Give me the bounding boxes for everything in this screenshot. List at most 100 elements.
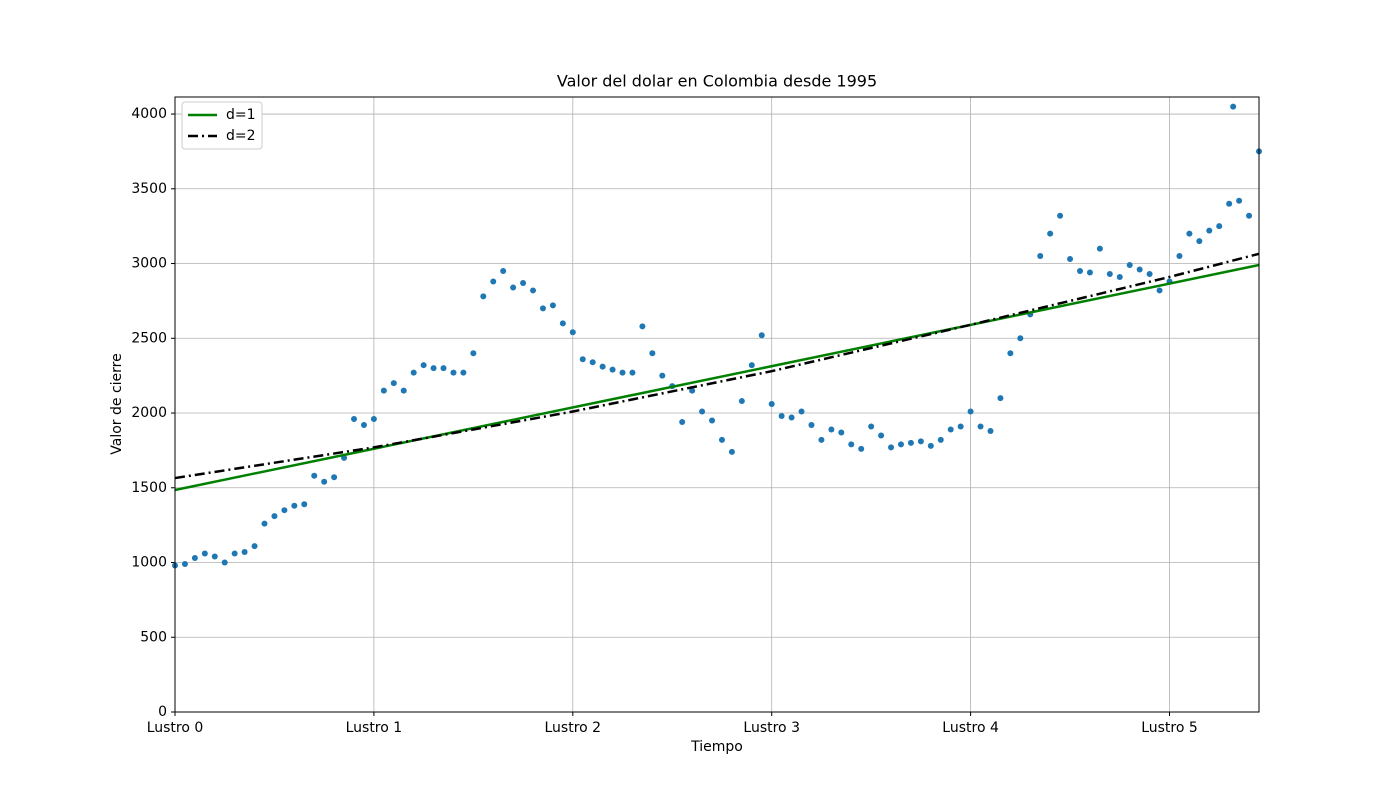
- data-point: [251, 543, 258, 550]
- data-point: [510, 284, 517, 291]
- data-point: [1037, 253, 1044, 260]
- data-point: [977, 423, 984, 430]
- data-point: [1216, 223, 1223, 230]
- x-tick-label: Lustro 1: [346, 720, 403, 736]
- data-point: [1146, 270, 1153, 277]
- y-tick-label: 4000: [131, 106, 167, 122]
- data-point: [957, 423, 964, 430]
- data-point: [450, 369, 457, 376]
- data-point: [798, 408, 805, 415]
- y-tick-label: 3000: [131, 256, 167, 272]
- data-point: [1096, 245, 1103, 252]
- data-point: [181, 561, 188, 568]
- data-point: [947, 426, 954, 433]
- data-point: [728, 448, 735, 455]
- data-point: [997, 395, 1004, 402]
- data-point: [629, 369, 636, 376]
- data-point: [768, 401, 775, 408]
- data-point: [480, 293, 487, 300]
- data-point: [619, 369, 626, 376]
- data-point: [748, 362, 755, 369]
- data-point: [907, 439, 914, 446]
- data-point: [500, 268, 507, 275]
- data-point: [778, 413, 785, 420]
- data-point: [599, 363, 606, 370]
- data-point: [1246, 212, 1253, 219]
- data-point: [718, 436, 725, 443]
- data-point: [738, 398, 745, 405]
- data-point: [321, 478, 328, 485]
- y-tick-label: 2000: [131, 405, 167, 421]
- data-point: [917, 438, 924, 445]
- data-point: [201, 550, 208, 557]
- data-point: [549, 302, 556, 309]
- data-point: [1206, 227, 1213, 234]
- data-point: [331, 474, 338, 481]
- data-point: [649, 350, 656, 357]
- data-point: [1186, 230, 1193, 237]
- data-point: [1236, 197, 1243, 204]
- data-point: [699, 408, 706, 415]
- data-point: [1057, 212, 1064, 219]
- data-point: [191, 555, 198, 562]
- data-point: [927, 442, 934, 449]
- x-tick-label: Lustro 4: [942, 720, 999, 736]
- data-point: [400, 387, 407, 394]
- data-point: [878, 432, 885, 439]
- data-point: [897, 441, 904, 448]
- fit-line: [174, 252, 1260, 480]
- data-point: [241, 549, 248, 556]
- data-point: [1156, 287, 1163, 294]
- data-point: [211, 553, 218, 560]
- data-point: [380, 387, 387, 394]
- y-tick-label: 3500: [131, 181, 167, 197]
- data-point: [271, 513, 278, 520]
- data-point: [420, 362, 427, 369]
- data-point: [430, 365, 437, 372]
- legend-label: d=2: [226, 128, 256, 144]
- data-point: [888, 444, 895, 451]
- data-point: [261, 520, 268, 527]
- legend-label: d=1: [226, 107, 256, 123]
- chart-title: Valor del dolar en Colombia desde 1995: [557, 72, 877, 91]
- x-tick-label: Lustro 0: [147, 720, 204, 736]
- data-point: [360, 421, 367, 428]
- data-point: [1116, 273, 1123, 280]
- data-point: [828, 426, 835, 433]
- y-tick-label: 2500: [131, 330, 167, 346]
- x-tick-label: Lustro 3: [743, 720, 800, 736]
- data-point: [301, 501, 308, 508]
- data-point: [1176, 253, 1183, 260]
- data-point: [838, 429, 845, 436]
- data-point: [1067, 256, 1074, 263]
- data-point: [470, 350, 477, 357]
- x-tick-label: Lustro 5: [1141, 720, 1198, 736]
- data-point: [579, 356, 586, 363]
- data-point: [808, 421, 815, 428]
- data-point: [559, 320, 566, 327]
- data-point: [1047, 230, 1054, 237]
- data-point: [589, 359, 596, 366]
- data-point: [609, 366, 616, 373]
- y-tick-label: 1500: [131, 480, 167, 496]
- data-point: [370, 416, 377, 423]
- data-point: [639, 323, 646, 330]
- data-point: [410, 369, 417, 376]
- data-point: [351, 416, 358, 423]
- y-tick-label: 1000: [131, 555, 167, 571]
- data-point: [1086, 269, 1093, 276]
- data-point: [530, 287, 537, 294]
- data-point: [1076, 268, 1083, 275]
- data-point: [659, 372, 666, 379]
- data-point: [1226, 200, 1233, 207]
- data-point: [709, 417, 716, 424]
- data-point: [311, 472, 318, 479]
- data-point: [679, 418, 686, 425]
- x-tick-label: Lustro 2: [545, 720, 602, 736]
- data-point: [440, 365, 447, 372]
- data-point: [689, 387, 696, 394]
- data-point: [291, 502, 298, 509]
- x-axis-label: Tiempo: [690, 739, 743, 755]
- data-point: [221, 559, 228, 566]
